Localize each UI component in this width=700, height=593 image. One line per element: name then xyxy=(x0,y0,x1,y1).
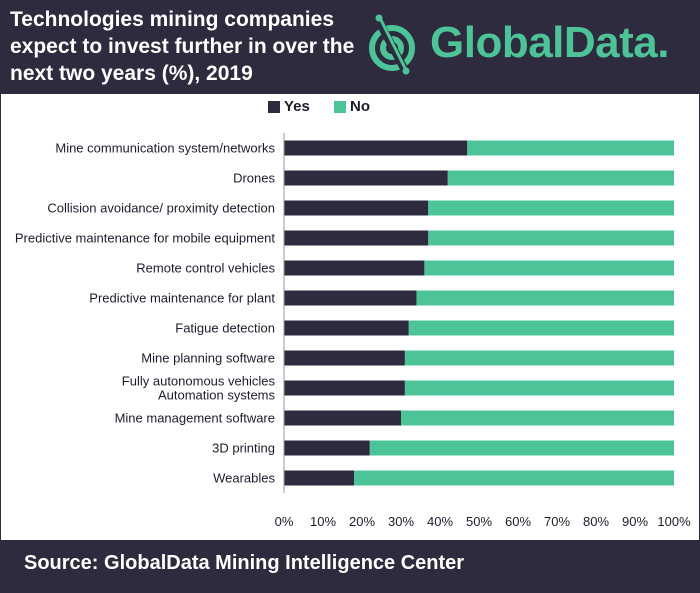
category-label-1: Drones xyxy=(233,171,275,186)
legend-label-no: No xyxy=(350,98,370,115)
x-tick-label-10: 100% xyxy=(657,514,691,529)
category-label-9: Mine management software xyxy=(115,411,275,426)
chart-title: Technologies mining companies expect to … xyxy=(10,8,355,85)
bar-no-4 xyxy=(424,260,674,276)
legend-label-yes: Yes xyxy=(284,98,310,115)
brand-name: GlobalData. xyxy=(430,18,670,67)
bar-yes-8 xyxy=(284,380,405,396)
x-tick-label-3: 30% xyxy=(388,514,414,529)
x-tick-label-0: 0% xyxy=(275,514,294,529)
bar-yes-9 xyxy=(284,410,401,426)
bar-yes-5 xyxy=(284,290,417,306)
x-tick-label-8: 80% xyxy=(583,514,609,529)
category-label-0: Mine communication system/networks xyxy=(55,141,275,156)
bar-no-3 xyxy=(428,230,674,246)
category-label-3: Predictive maintenance for mobile equipm… xyxy=(15,231,276,246)
x-tick-label-2: 20% xyxy=(349,514,375,529)
bar-no-1 xyxy=(447,170,674,186)
legend-item-no: No xyxy=(334,98,370,115)
bar-yes-0 xyxy=(284,140,468,156)
bar-no-8 xyxy=(404,380,674,396)
globaldata-logo-icon xyxy=(369,14,415,78)
bar-yes-6 xyxy=(284,320,409,336)
legend-swatch-no xyxy=(334,100,346,113)
bar-no-7 xyxy=(404,350,674,366)
globaldata-logo: GlobalData. xyxy=(362,14,692,78)
bar-no-10 xyxy=(369,440,674,456)
x-tick-label-5: 50% xyxy=(466,514,492,529)
category-label-10: 3D printing xyxy=(212,441,275,456)
bar-yes-7 xyxy=(284,350,405,366)
category-label-6: Fatigue detection xyxy=(175,321,275,336)
category-label-11: Wearables xyxy=(213,471,275,486)
bar-yes-2 xyxy=(284,200,429,216)
bar-no-0 xyxy=(467,140,674,156)
footer-banner: Source: GlobalData Mining Intelligence C… xyxy=(0,540,700,593)
legend: Yes No xyxy=(0,98,700,118)
bar-yes-3 xyxy=(284,230,429,246)
category-label-7: Mine planning software xyxy=(141,351,275,366)
category-label-2: Collision avoidance/ proximity detection xyxy=(47,201,275,216)
bar-no-11 xyxy=(354,470,674,486)
x-tick-label-4: 40% xyxy=(427,514,453,529)
x-tick-label-9: 90% xyxy=(622,514,648,529)
stacked-bar-chart: Mine communication system/networks Drones… xyxy=(15,133,691,529)
category-label-4: Remote control vehicles xyxy=(136,261,275,276)
x-tick-label-1: 10% xyxy=(310,514,336,529)
legend-item-yes: Yes xyxy=(268,98,310,115)
bar-no-2 xyxy=(428,200,674,216)
category-label-8: Fully autonomous vehicles Automation syst… xyxy=(122,374,276,403)
x-tick-label-7: 70% xyxy=(544,514,570,529)
legend-swatch-yes xyxy=(268,100,280,113)
header-banner: Technologies mining companies expect to … xyxy=(0,0,700,94)
category-label-5: Predictive maintenance for plant xyxy=(89,291,275,306)
bar-no-9 xyxy=(401,410,674,426)
bar-yes-11 xyxy=(284,470,355,486)
bar-no-5 xyxy=(416,290,674,306)
bar-no-6 xyxy=(408,320,674,336)
source-note: Source: GlobalData Mining Intelligence C… xyxy=(24,552,465,574)
x-tick-label-6: 60% xyxy=(505,514,531,529)
bar-yes-4 xyxy=(284,260,425,276)
bar-yes-1 xyxy=(284,170,448,186)
bar-yes-10 xyxy=(284,440,370,456)
